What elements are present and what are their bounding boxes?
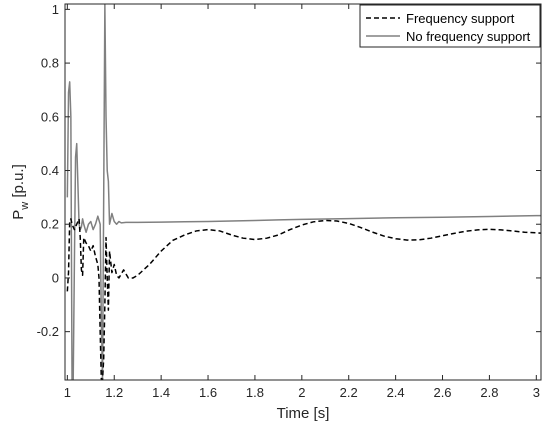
- x-tick-label: 2.4: [387, 385, 405, 400]
- legend-label-frequency-support: Frequency support: [406, 11, 515, 26]
- plot-area: [65, 4, 541, 380]
- x-tick-label: 2.8: [480, 385, 498, 400]
- series-line-no-frequency-support: [66, 4, 541, 380]
- x-tick-label: 1: [64, 385, 71, 400]
- y-axis-label: Pw [p.u.]: [10, 164, 31, 220]
- y-tick-label: 0: [52, 270, 59, 285]
- svg-text:Pw [p.u.]: Pw [p.u.]: [10, 164, 31, 220]
- legend: Frequency support No frequency support: [359, 4, 541, 48]
- x-tick-label: 1.6: [199, 385, 217, 400]
- y-tick-label: 0.2: [41, 217, 59, 232]
- y-tick-label: 0.4: [41, 163, 59, 178]
- y-axis-label-unit: [p.u.]: [10, 164, 27, 202]
- y-tick-label: -0.2: [37, 324, 59, 339]
- y-tick-label: 0.8: [41, 56, 59, 71]
- tick-layer: 1 1.2 1.4 1.6 1.8 2 2.2 2.4 2.6 2.8 3 -0.2 0 0.2 0.4 0.…: [37, 2, 541, 400]
- y-axis-label-main: P: [10, 210, 27, 220]
- x-tick-label: 2: [298, 385, 305, 400]
- x-axis-label: Time [s]: [277, 405, 330, 422]
- x-tick-label: 1.2: [105, 385, 123, 400]
- x-tick-label: 2.2: [340, 385, 358, 400]
- x-tick-label: 1.4: [152, 385, 170, 400]
- x-tick-label: 3: [533, 385, 540, 400]
- series-line-frequency-support: [66, 218, 541, 380]
- axes-box: [64, 3, 542, 381]
- series-layer: [66, 4, 541, 380]
- x-tick-label: 2.6: [433, 385, 451, 400]
- x-tick-label: 1.8: [246, 385, 264, 400]
- legend-label-no-frequency-support: No frequency support: [406, 29, 531, 44]
- y-axis-label-subscript: w: [19, 202, 31, 211]
- y-tick-label: 1: [52, 2, 59, 17]
- legend-box: [359, 4, 541, 48]
- y-tick-label: 0.6: [41, 109, 59, 124]
